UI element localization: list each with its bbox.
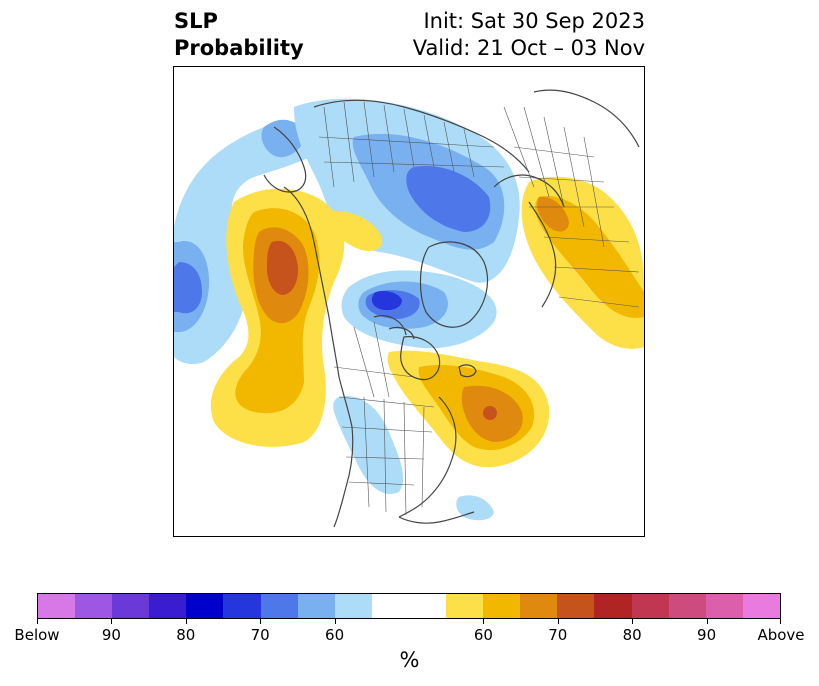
colorbar-tick-label: 80 bbox=[622, 626, 642, 644]
colorbar-tick bbox=[557, 619, 559, 624]
colorbar-tick-label: 60 bbox=[473, 626, 493, 644]
aleutian-negative-75 bbox=[174, 262, 202, 314]
colorbar-bin-below-9 bbox=[334, 594, 372, 618]
colorbar-tick bbox=[37, 619, 38, 624]
pacific-negative-60 bbox=[174, 121, 334, 365]
colorbar-tick-label: 70 bbox=[548, 626, 568, 644]
colorbar-bin-below-2 bbox=[75, 594, 113, 618]
colorbar-bin-below-5 bbox=[186, 594, 224, 618]
political-borders bbox=[318, 101, 640, 516]
colorbar bbox=[37, 593, 781, 619]
colorbar-bin-above-8 bbox=[705, 594, 743, 618]
south-us-negative-60 bbox=[456, 495, 494, 521]
colorbar-tick bbox=[185, 619, 187, 624]
west-us-positive-60 bbox=[324, 210, 383, 252]
colorbar-tick bbox=[780, 619, 781, 624]
colorbar-bin-below-8 bbox=[297, 594, 335, 618]
colorbar-tick-label: Below bbox=[14, 626, 60, 644]
colorbar-bin-above-5 bbox=[594, 594, 632, 618]
colorbar-bin-above-3 bbox=[520, 594, 558, 618]
colorbar-tick bbox=[111, 619, 113, 624]
colorbar-bin-above-4 bbox=[557, 594, 595, 618]
colorbar-tick-label: Above bbox=[757, 626, 805, 644]
colorbar-tick-label: 90 bbox=[697, 626, 717, 644]
map-panel bbox=[173, 66, 645, 537]
colorbar-bin-below-1 bbox=[38, 594, 76, 618]
colorbar-bin-above-7 bbox=[668, 594, 706, 618]
colorbar-bin-above-9 bbox=[742, 594, 780, 618]
colorbar-tick-label: 80 bbox=[176, 626, 196, 644]
valid-period: Valid: 21 Oct – 03 Nov bbox=[412, 36, 645, 60]
colorbar-bin-above-2 bbox=[483, 594, 521, 618]
colorbar-bin-above-1 bbox=[446, 594, 484, 618]
colorbar-tick bbox=[483, 619, 485, 624]
coastlines bbox=[263, 89, 640, 528]
title-variable: SLP bbox=[174, 9, 218, 33]
pacific-positive-75 bbox=[266, 240, 299, 295]
colorbar-tick-label: 90 bbox=[101, 626, 121, 644]
colorbar-bin-below-6 bbox=[223, 594, 261, 618]
probability-map bbox=[174, 89, 644, 528]
colorbar-tick bbox=[632, 619, 634, 624]
colorbar-ticks bbox=[37, 619, 781, 625]
colorbar-bin-above-6 bbox=[631, 594, 669, 618]
colorbar-tick-labels: Below 90 80 70 60 60 70 80 90 Above bbox=[14, 626, 804, 646]
eurasia-negative-75 bbox=[406, 166, 491, 232]
colorbar-tick bbox=[706, 619, 708, 624]
eastern-canada-positive-75 bbox=[483, 406, 497, 420]
colorbar-tick-label: 60 bbox=[325, 626, 345, 644]
colorbar-unit-label: % bbox=[399, 648, 420, 672]
map-dates: Init: Sat 30 Sep 2023 Valid: 21 Oct – 03… bbox=[413, 8, 645, 62]
init-date: Init: Sat 30 Sep 2023 bbox=[423, 9, 645, 33]
colorbar-tick-label: 70 bbox=[250, 626, 270, 644]
north-pacific-extra bbox=[261, 119, 304, 158]
arctic-negative-80 bbox=[371, 290, 402, 311]
colorbar-bin-below-7 bbox=[260, 594, 298, 618]
colorbar-bin-neutral bbox=[371, 594, 447, 618]
siberia-positive-70 bbox=[537, 196, 569, 232]
map-title: SLP Probability bbox=[174, 8, 304, 62]
colorbar-tick bbox=[334, 619, 336, 624]
colorbar-bin-below-4 bbox=[149, 594, 187, 618]
colorbar-bin-below-3 bbox=[112, 594, 150, 618]
colorbar-tick bbox=[260, 619, 262, 624]
central-us-negative-60 bbox=[333, 396, 404, 495]
title-variable-type: Probability bbox=[174, 36, 304, 60]
